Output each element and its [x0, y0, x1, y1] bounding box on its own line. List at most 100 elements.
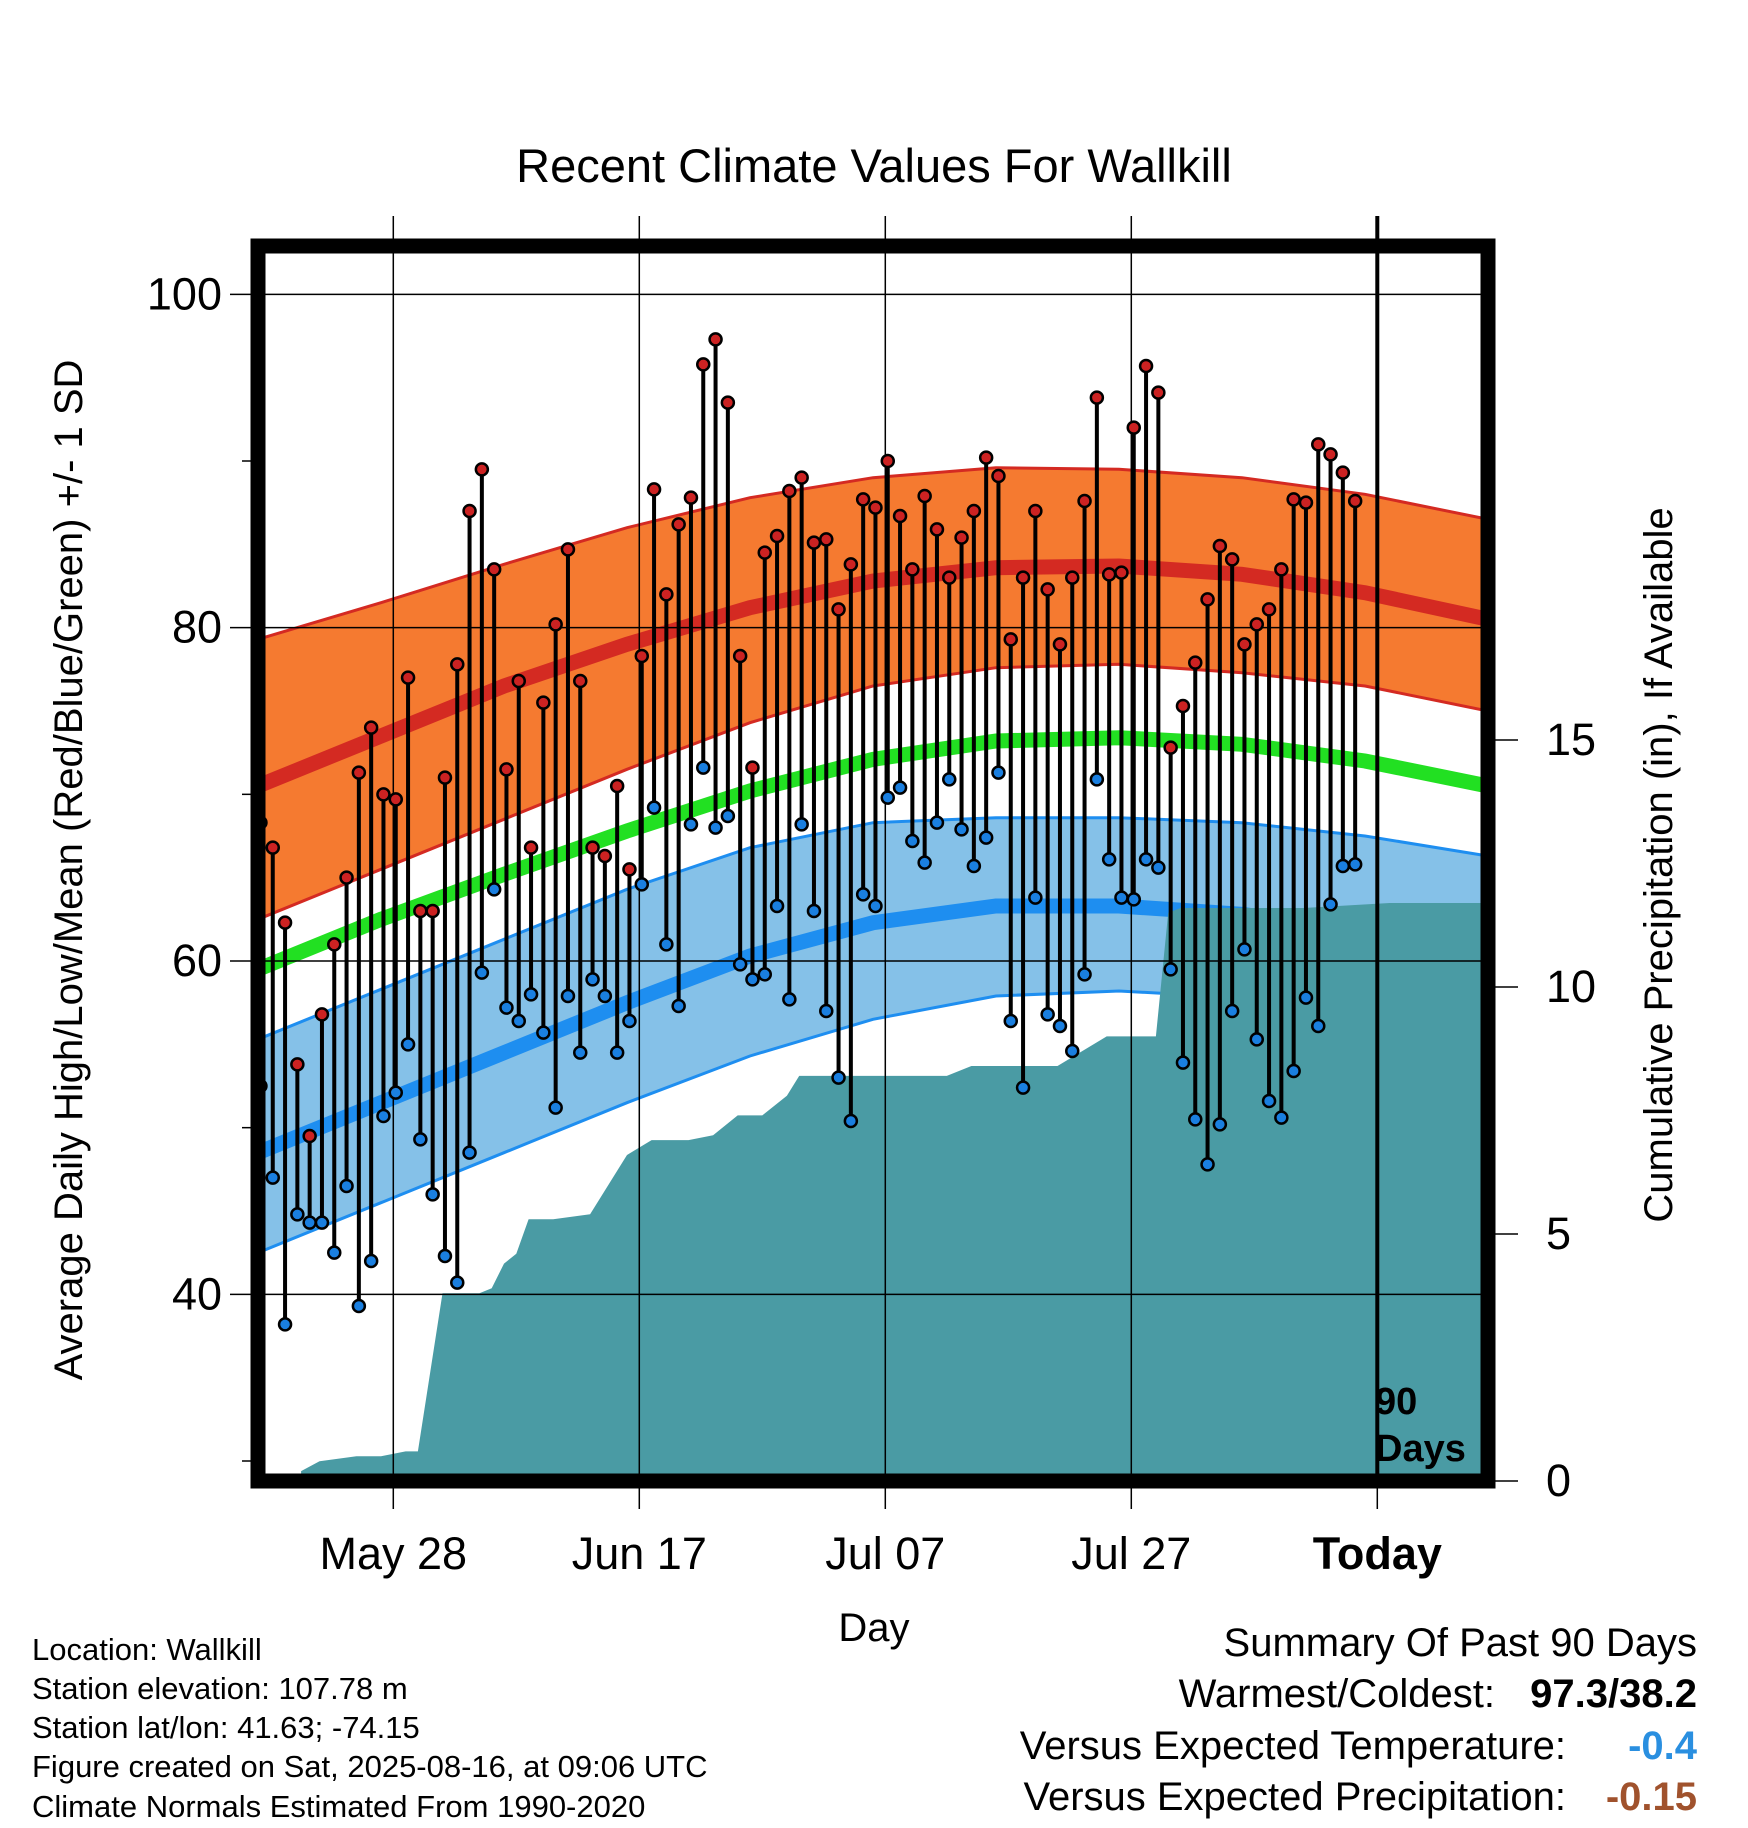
y2-tick-label: 0 [1546, 1455, 1571, 1506]
daily-low-point [1274, 1110, 1289, 1125]
daily-low-point [265, 1170, 281, 1185]
daily-low-point [609, 1045, 625, 1060]
y-tick-label: 60 [172, 935, 222, 986]
daily-low-point [327, 1245, 342, 1260]
daily-low-point [1028, 890, 1043, 905]
daily-high-point [1077, 493, 1092, 509]
daily-high-point [855, 492, 871, 507]
daily-low-point [339, 1178, 354, 1194]
daily-high-point [609, 778, 625, 794]
daily-low-point [794, 817, 809, 832]
daily-high-point [413, 903, 428, 919]
daily-high-point [757, 545, 773, 560]
daily-high-point [597, 848, 613, 864]
daily-high-point [819, 532, 834, 547]
daily-low-point [1298, 990, 1314, 1005]
daily-low-point [855, 887, 871, 902]
daily-high-point [474, 462, 490, 477]
daily-high-point [671, 517, 686, 532]
daily-high-point [425, 903, 440, 919]
daily-low-point [782, 992, 797, 1007]
daily-low-point [376, 1108, 391, 1124]
daily-high-point [499, 762, 514, 777]
daily-low-point [659, 937, 674, 952]
summary-precip-label: Versus Expected Precipitation: [1023, 1775, 1566, 1819]
daily-high-point [769, 528, 785, 544]
daily-high-point [683, 490, 699, 505]
precip-area [301, 903, 1488, 1481]
daily-high-point [892, 508, 908, 524]
daily-high-point [708, 332, 723, 347]
daily-low-point [413, 1132, 428, 1147]
summary-warmest-value: 97.3/38.2 [1530, 1672, 1697, 1716]
daily-high-point [1286, 492, 1301, 507]
daily-high-point [1224, 552, 1240, 567]
daily-high-point [265, 840, 281, 855]
daily-high-point [437, 770, 453, 785]
window-label-number: 90 [1375, 1381, 1417, 1423]
daily-low-point [351, 1298, 367, 1314]
daily-low-point [929, 815, 945, 830]
daily-low-point [634, 877, 650, 892]
daily-low-point [978, 830, 994, 845]
daily-high-point [966, 503, 982, 519]
daily-low-point [450, 1275, 465, 1290]
daily-high-point [1175, 698, 1191, 714]
daily-high-point [942, 570, 957, 585]
daily-high-point [327, 937, 342, 952]
daily-low-point [474, 965, 490, 980]
y-axis-label: Average Daily High/Low/Mean (Red/Blue/Gr… [47, 360, 91, 1381]
daily-low-point [1323, 897, 1338, 912]
daily-low-point [843, 1113, 859, 1129]
daily-high-point [523, 840, 539, 855]
daily-low-point [1311, 1018, 1326, 1034]
daily-low-point [277, 1317, 293, 1332]
daily-low-point [462, 1145, 477, 1160]
daily-low-point [622, 1013, 637, 1029]
daily-low-point [757, 967, 773, 982]
daily-high-point [1138, 358, 1154, 374]
daily-high-point [646, 482, 662, 497]
daily-low-point [363, 1253, 379, 1269]
daily-low-point [400, 1037, 416, 1052]
daily-low-point [732, 957, 748, 972]
daily-high-point [1089, 390, 1105, 405]
daily-high-point [450, 657, 465, 672]
daily-low-point [1065, 1043, 1080, 1059]
daily-high-point [843, 557, 859, 572]
daily-high-point [1163, 740, 1178, 755]
daily-low-point [1335, 858, 1351, 874]
x-tick-label: Jun 17 [572, 1528, 707, 1579]
daily-low-point [1101, 852, 1117, 867]
daily-low-point [806, 903, 822, 919]
summary-warmest-label: Warmest/Coldest: [1179, 1672, 1495, 1716]
daily-low-point [991, 765, 1006, 780]
daily-low-point [585, 972, 600, 987]
y-tick-label: 100 [147, 268, 222, 319]
y2-axis-label: Cumulative Precipitation (in), If Availa… [1637, 507, 1681, 1222]
info-normals: Climate Normals Estimated From 1990-2020 [32, 1789, 645, 1824]
daily-high-point [1249, 617, 1265, 632]
summary-temp-value: -0.4 [1628, 1724, 1698, 1768]
daily-low-point [437, 1248, 453, 1264]
daily-low-point [942, 772, 957, 787]
daily-low-point [1261, 1093, 1277, 1109]
y2-tick-label: 10 [1546, 961, 1596, 1012]
daily-low-point [548, 1100, 563, 1115]
plot-frame [250, 238, 1496, 1489]
daily-low-point [671, 998, 686, 1014]
daily-high-point [585, 840, 600, 855]
daily-high-point [302, 1128, 317, 1144]
high-upper-edge [258, 466, 1488, 641]
daily-low-point [425, 1187, 440, 1202]
daily-high-point [745, 760, 760, 775]
daily-high-point [954, 530, 969, 545]
daily-high-point [388, 792, 404, 807]
daily-high-point [1015, 570, 1031, 585]
daily-high-point [351, 765, 367, 780]
daily-low-point [290, 1207, 305, 1222]
daily-high-point [511, 673, 527, 689]
daily-low-point [536, 1025, 551, 1040]
x-tick-label: Jul 07 [825, 1528, 945, 1579]
daily-low-point [1114, 890, 1129, 905]
